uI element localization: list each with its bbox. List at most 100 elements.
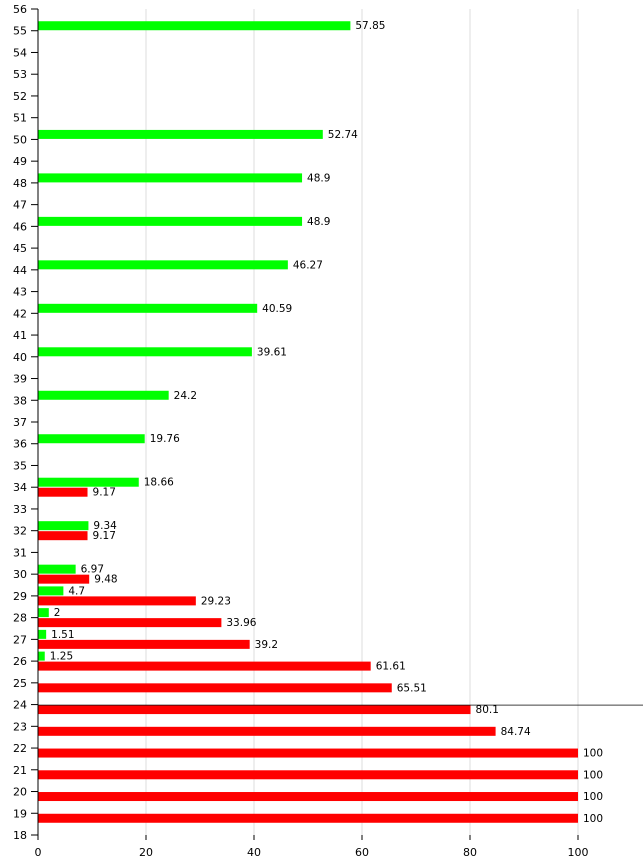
data-label: 65.51 [397,682,427,694]
y-tick-label: 47 [13,199,27,212]
y-tick-label: 52 [13,90,27,103]
data-label: 40.59 [262,303,292,315]
y-tick-label: 56 [13,3,27,16]
bar [38,618,222,628]
y-tick-label: 34 [13,481,27,494]
bar [38,216,303,226]
bar [38,564,76,574]
axes: 0 20 40 60 80 100 18 19 20 21 22 23 24 25 26 27 28 29 30 31… [13,3,643,859]
y-tick-label: 45 [13,242,27,255]
data-label: 100 [583,769,603,781]
y-tick-label: 31 [13,546,27,559]
y-tick-label: 28 [13,612,27,625]
bar [38,477,139,487]
bar [38,260,288,270]
data-label: 48.9 [307,216,330,228]
y-tick-label: 23 [13,720,27,733]
bar [38,608,49,618]
y-tick-label: 35 [13,459,27,472]
bar [38,487,88,497]
data-label: 80.1 [476,704,499,716]
data-label: 100 [583,791,603,803]
bar [38,531,88,541]
data-label: 84.74 [501,726,531,738]
y-tick-label: 39 [13,373,27,386]
bar [38,639,250,649]
y-tick-label: 26 [13,655,27,668]
data-label: 39.2 [255,639,278,651]
x-tick-label: 40 [247,846,261,859]
data-label: 57.85 [355,20,385,32]
data-label: 4.7 [68,585,85,597]
bar [38,347,252,357]
bar [38,770,578,780]
y-tick-label: 48 [13,177,27,190]
y-tick-label: 36 [13,438,27,451]
y-tick-label: 33 [13,503,27,516]
data-label: 29.23 [201,595,231,607]
y-tick-label: 20 [13,786,27,799]
x-tick-label: 80 [463,846,477,859]
y-tick-label: 32 [13,525,27,538]
bar [38,651,45,661]
y-tick-label: 53 [13,68,27,81]
y-tick-label: 44 [13,264,27,277]
y-tick-label: 51 [13,112,27,125]
y-tick-label: 37 [13,416,27,429]
y-tick-label: 42 [13,307,27,320]
y-tick-label: 38 [13,394,27,407]
y-tick-label: 29 [13,590,27,603]
x-tick-label: 20 [139,846,153,859]
y-tick-label: 41 [13,329,27,342]
data-labels: 1.25 1.51 2 4.7 6.97 9.34 18.66 19.76 24.2 39.61 4… [50,20,603,825]
data-label: 48.9 [307,172,330,184]
y-tick-label: 54 [13,46,27,59]
bar [38,683,392,693]
y-tick-label: 43 [13,286,27,299]
data-label: 46.27 [293,259,323,271]
data-label: 9.17 [93,487,116,499]
bar [38,748,578,758]
y-tick-label: 22 [13,742,27,755]
bar [38,390,169,400]
bar [38,303,258,313]
bar [38,434,145,444]
data-label: 9.48 [94,574,117,586]
y-tick-label: 50 [13,133,27,146]
bar [38,596,196,606]
data-label: 19.76 [150,433,180,445]
y-tick-label: 18 [13,829,27,842]
data-label: 1.51 [51,629,74,641]
data-label: 52.74 [328,129,358,141]
y-tick-label: 27 [13,633,27,646]
y-tick-label: 40 [13,351,27,364]
y-tick-label: 21 [13,764,27,777]
data-label: 61.61 [376,661,406,673]
data-label: 24.2 [174,390,197,402]
bar [38,173,303,183]
x-tick-label: 60 [355,846,369,859]
data-label: 33.96 [226,617,256,629]
bar [38,129,323,139]
bar [38,521,89,531]
bar [38,813,578,823]
y-tick-label: 55 [13,25,27,38]
y-tick-label: 25 [13,677,27,690]
bar [38,21,351,31]
bar [38,629,47,639]
bar [38,792,578,802]
x-tick-label: 100 [568,846,589,859]
data-label: 39.61 [257,346,287,358]
data-label: 9.17 [93,530,116,542]
bar [38,726,496,736]
y-tick-label: 49 [13,155,27,168]
x-tick-label: 0 [35,846,42,859]
data-label: 100 [583,813,603,825]
y-tick-label: 30 [13,568,27,581]
data-label: 9.34 [93,520,117,532]
y-tick-label: 46 [13,220,27,233]
bar [38,586,64,596]
bar [38,705,471,715]
bars [38,21,578,823]
